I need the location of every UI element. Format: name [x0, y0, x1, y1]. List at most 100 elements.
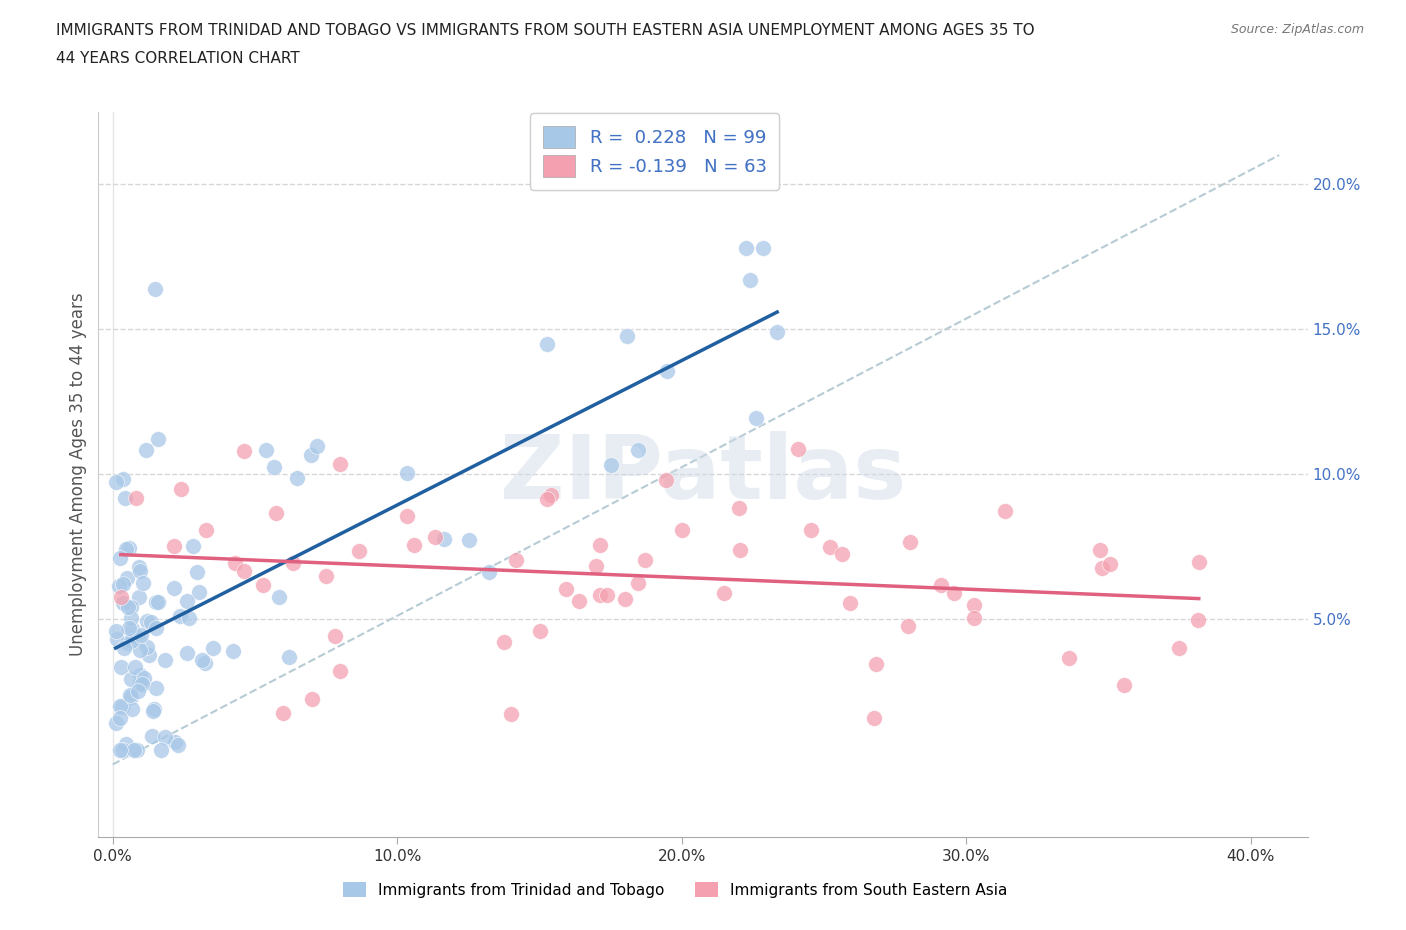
Point: [110, 742, 132, 757]
Point: [148, 432, 170, 446]
Point: [589, 587, 612, 602]
Point: [252, 578, 274, 592]
Point: [1112, 678, 1135, 693]
Point: [554, 581, 576, 596]
Point: [145, 620, 167, 635]
Point: [616, 328, 638, 343]
Point: [264, 506, 287, 521]
Point: [143, 282, 166, 297]
Point: [149, 742, 172, 757]
Point: [117, 599, 139, 614]
Point: [108, 578, 131, 593]
Point: [263, 459, 285, 474]
Point: [267, 589, 290, 604]
Point: [433, 532, 456, 547]
Point: [195, 523, 218, 538]
Point: [224, 556, 246, 571]
Point: [111, 472, 134, 486]
Point: [315, 569, 337, 584]
Point: [105, 624, 128, 639]
Point: [108, 551, 131, 565]
Point: [423, 530, 446, 545]
Point: [655, 472, 678, 487]
Point: [120, 634, 142, 649]
Point: [325, 628, 347, 643]
Point: [169, 609, 191, 624]
Point: [145, 680, 167, 695]
Point: [118, 620, 141, 635]
Point: [128, 667, 150, 682]
Point: [176, 645, 198, 660]
Point: [329, 663, 352, 678]
Point: [458, 532, 481, 547]
Point: [347, 543, 370, 558]
Point: [111, 577, 134, 591]
Point: [120, 600, 142, 615]
Point: [492, 635, 515, 650]
Point: [139, 615, 162, 630]
Point: [153, 730, 176, 745]
Point: [129, 675, 152, 690]
Point: [329, 457, 352, 472]
Point: [110, 590, 132, 604]
Point: [145, 594, 167, 609]
Point: [127, 742, 149, 757]
Point: [478, 565, 501, 579]
Point: [138, 647, 160, 662]
Point: [111, 742, 134, 757]
Point: [395, 466, 418, 481]
Point: [897, 618, 920, 633]
Point: [301, 692, 323, 707]
Point: [734, 240, 756, 255]
Point: [115, 571, 138, 586]
Legend: R =  0.228   N = 99, R = -0.139   N = 63: R = 0.228 N = 99, R = -0.139 N = 63: [530, 113, 779, 190]
Point: [117, 635, 139, 650]
Point: [127, 631, 149, 645]
Point: [786, 442, 808, 457]
Point: [162, 538, 184, 553]
Point: [994, 503, 1017, 518]
Point: [128, 563, 150, 578]
Point: [120, 671, 142, 686]
Point: [301, 447, 323, 462]
Point: [121, 622, 143, 637]
Point: [112, 595, 135, 610]
Point: [115, 542, 138, 557]
Point: [1187, 613, 1209, 628]
Point: [233, 564, 256, 578]
Point: [127, 684, 149, 698]
Point: [142, 702, 165, 717]
Point: [141, 728, 163, 743]
Point: [499, 706, 522, 721]
Point: [129, 628, 152, 643]
Point: [110, 659, 132, 674]
Text: Source: ZipAtlas.com: Source: ZipAtlas.com: [1230, 23, 1364, 36]
Point: [232, 444, 254, 458]
Point: [529, 623, 551, 638]
Point: [738, 272, 761, 287]
Point: [163, 735, 186, 750]
Point: [135, 639, 157, 654]
Point: [141, 703, 163, 718]
Point: [1168, 641, 1191, 656]
Point: [862, 711, 884, 725]
Point: [963, 611, 986, 626]
Point: [128, 590, 150, 604]
Point: [568, 593, 591, 608]
Point: [278, 650, 301, 665]
Point: [135, 443, 157, 458]
Point: [727, 500, 749, 515]
Point: [191, 653, 214, 668]
Point: [588, 538, 610, 552]
Point: [600, 458, 623, 472]
Point: [634, 552, 657, 567]
Point: [540, 487, 562, 502]
Legend: Immigrants from Trinidad and Tobago, Immigrants from South Eastern Asia: Immigrants from Trinidad and Tobago, Imm…: [336, 875, 1014, 904]
Point: [111, 699, 134, 714]
Text: 44 YEARS CORRELATION CHART: 44 YEARS CORRELATION CHART: [56, 51, 299, 66]
Point: [166, 737, 188, 752]
Point: [194, 656, 217, 671]
Point: [962, 598, 984, 613]
Point: [766, 325, 789, 339]
Point: [395, 509, 418, 524]
